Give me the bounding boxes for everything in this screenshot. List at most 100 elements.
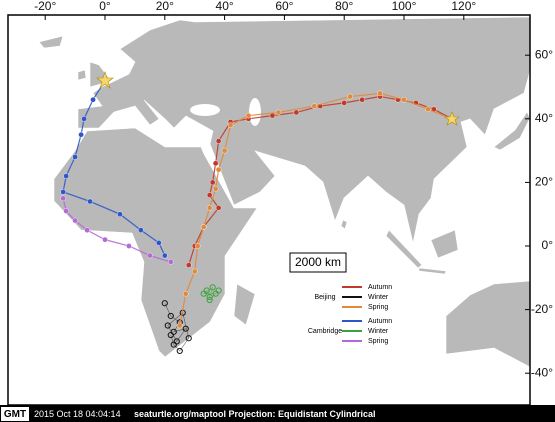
track-point [182, 290, 189, 297]
track-line [179, 92, 453, 326]
track-point [293, 109, 300, 116]
track-point [156, 240, 162, 246]
track-point [176, 347, 183, 355]
track-point [87, 198, 93, 205]
track-point [215, 287, 222, 294]
footer-badge: GMT [4, 409, 26, 420]
legend-label: Autumn [368, 318, 392, 325]
lat-tick-label: 60° [535, 47, 553, 61]
track-point [167, 331, 174, 339]
track-point [167, 312, 174, 320]
track-point [176, 322, 183, 329]
track-point [194, 243, 201, 249]
track-point [209, 284, 216, 291]
track-point [212, 160, 219, 167]
track-point [347, 93, 353, 100]
legend-label: Winter [368, 328, 389, 335]
track-point [221, 147, 228, 154]
track-line [62, 80, 166, 256]
ireland [77, 69, 87, 81]
legend-group: Cambridge [308, 328, 342, 335]
iceland [38, 35, 64, 49]
track-point [206, 293, 213, 300]
scale-bar-label: 2000 km [295, 255, 341, 269]
track-point [215, 138, 222, 144]
track-point [161, 252, 168, 259]
track-point [245, 112, 252, 119]
track-point [147, 252, 153, 259]
track-point [60, 195, 66, 202]
lat-tick-label: 0° [542, 238, 554, 252]
track-point [138, 227, 144, 233]
lon-tick-label: 0° [99, 0, 111, 13]
track-point [126, 243, 132, 249]
footer-bar [0, 405, 555, 422]
track-line [202, 286, 219, 301]
lon-tick-label: 80° [335, 0, 353, 13]
footer-source: seaturtle.org/maptool Projection: Equidi… [134, 409, 376, 419]
lat-tick-label: 40° [535, 111, 553, 125]
land [38, 16, 531, 368]
lon-tick-label: 120° [451, 0, 476, 13]
lat-tick-label: -40° [531, 365, 553, 379]
track-point [164, 322, 171, 329]
track-point [161, 300, 168, 307]
caspian-sea [249, 98, 261, 126]
sumatra [385, 229, 423, 269]
track-point [311, 103, 318, 109]
borneo [430, 229, 459, 259]
lon-tick-label: 20° [156, 0, 174, 13]
track-point [170, 341, 177, 348]
track-point [78, 131, 84, 138]
track-point [90, 96, 96, 103]
scale-bar-box [289, 252, 347, 273]
track-point [206, 296, 213, 304]
track-point [206, 192, 213, 198]
track-point [206, 205, 213, 211]
track-point [185, 262, 192, 268]
footer-badge-box [1, 407, 29, 421]
track-point [60, 189, 66, 195]
track-point [215, 166, 222, 173]
legend-label: Spring [368, 304, 388, 311]
track-point [215, 205, 222, 211]
track-point [227, 122, 234, 128]
lon-tick-label: 60° [275, 0, 293, 13]
track-point [359, 96, 365, 103]
track-point [185, 335, 192, 342]
track-point [425, 106, 431, 113]
java [418, 267, 447, 275]
track-point [63, 208, 69, 214]
track-point [191, 268, 198, 275]
tracks [60, 77, 455, 355]
madagascar [233, 283, 256, 326]
track-point [200, 224, 207, 230]
legend-label: Autumn [368, 284, 392, 291]
track-point [200, 290, 207, 297]
track-point [72, 154, 78, 160]
lat-tick-label: 20° [535, 175, 553, 189]
track-point [182, 325, 189, 332]
lat-tick-label: -20° [531, 302, 553, 316]
track-point [167, 259, 174, 265]
footer-timestamp: 2015 Oct 18 04:04:14 [34, 409, 121, 419]
cambridge-star [96, 71, 114, 89]
black-sea [190, 104, 220, 116]
eurasia [77, 16, 531, 244]
track-line [164, 303, 190, 352]
track-point [63, 173, 69, 179]
lon-tick-label: -20° [34, 0, 56, 13]
legend-label: Spring [368, 338, 388, 345]
beijing-star [444, 111, 460, 126]
lon-tick-label: 40° [216, 0, 234, 13]
track-point [102, 236, 108, 243]
track-point [117, 211, 123, 217]
legend-group: Beijing [314, 294, 335, 301]
track-point [212, 185, 219, 192]
sri-lanka [340, 219, 348, 230]
track-point [72, 217, 78, 224]
lon-tick-label: 100° [392, 0, 417, 13]
legend-label: Winter [368, 294, 389, 301]
